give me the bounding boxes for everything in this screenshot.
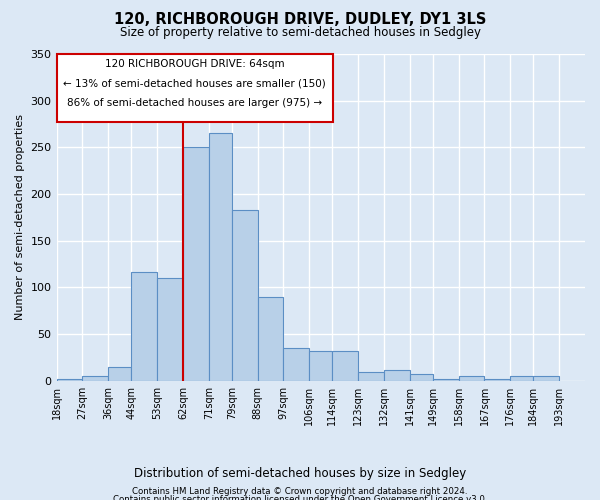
- Bar: [283, 348, 309, 381]
- Bar: [183, 148, 209, 381]
- Bar: [108, 367, 131, 381]
- Text: Size of property relative to semi-detached houses in Sedgley: Size of property relative to semi-detach…: [119, 26, 481, 39]
- Bar: [157, 278, 183, 381]
- Bar: [358, 372, 384, 381]
- Text: Contains public sector information licensed under the Open Government Licence v3: Contains public sector information licen…: [113, 495, 487, 500]
- Bar: [82, 376, 108, 381]
- Bar: [257, 297, 283, 381]
- Bar: [232, 210, 257, 381]
- Text: 120 RICHBOROUGH DRIVE: 64sqm: 120 RICHBOROUGH DRIVE: 64sqm: [105, 59, 284, 69]
- Bar: [410, 374, 433, 381]
- Bar: [56, 379, 82, 381]
- Text: Contains HM Land Registry data © Crown copyright and database right 2024.: Contains HM Land Registry data © Crown c…: [132, 488, 468, 496]
- Bar: [332, 351, 358, 381]
- Bar: [511, 376, 533, 381]
- Bar: [131, 272, 157, 381]
- Text: 120, RICHBOROUGH DRIVE, DUDLEY, DY1 3LS: 120, RICHBOROUGH DRIVE, DUDLEY, DY1 3LS: [114, 12, 486, 28]
- Bar: [309, 351, 332, 381]
- Text: 86% of semi-detached houses are larger (975) →: 86% of semi-detached houses are larger (…: [67, 98, 322, 108]
- Bar: [484, 379, 511, 381]
- Text: Distribution of semi-detached houses by size in Sedgley: Distribution of semi-detached houses by …: [134, 468, 466, 480]
- Bar: [209, 134, 232, 381]
- Bar: [433, 379, 458, 381]
- Text: ← 13% of semi-detached houses are smaller (150): ← 13% of semi-detached houses are smalle…: [63, 78, 326, 88]
- Bar: [533, 376, 559, 381]
- Y-axis label: Number of semi-detached properties: Number of semi-detached properties: [15, 114, 25, 320]
- Bar: [384, 370, 410, 381]
- Bar: [458, 376, 484, 381]
